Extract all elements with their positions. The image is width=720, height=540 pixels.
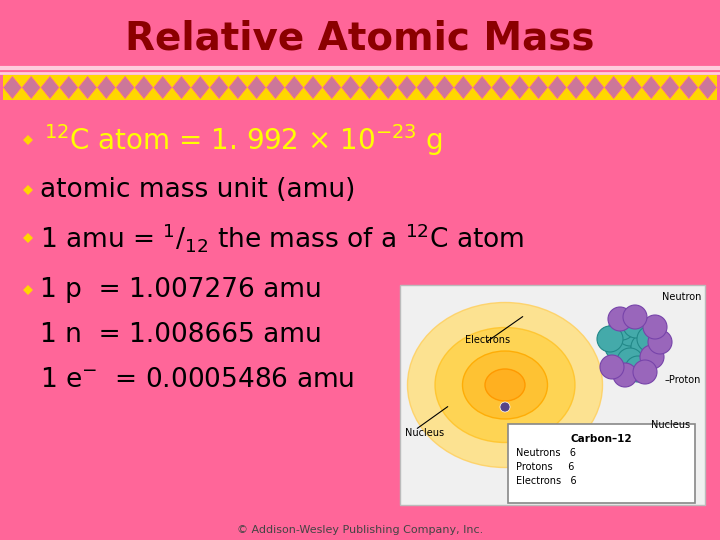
Polygon shape (586, 77, 604, 98)
Ellipse shape (435, 327, 575, 442)
Circle shape (617, 320, 643, 346)
Polygon shape (642, 77, 660, 98)
Polygon shape (135, 77, 153, 98)
Circle shape (500, 402, 510, 412)
Polygon shape (4, 77, 22, 98)
Polygon shape (661, 77, 679, 98)
Ellipse shape (462, 351, 547, 419)
Polygon shape (23, 135, 33, 145)
Text: –Proton: –Proton (665, 375, 701, 385)
Circle shape (613, 363, 637, 387)
Polygon shape (417, 77, 435, 98)
Polygon shape (23, 185, 33, 195)
Polygon shape (323, 77, 341, 98)
Polygon shape (304, 77, 322, 98)
Polygon shape (624, 77, 642, 98)
Circle shape (608, 307, 632, 331)
Ellipse shape (485, 369, 525, 401)
Polygon shape (510, 77, 528, 98)
Polygon shape (60, 77, 78, 98)
Ellipse shape (408, 302, 603, 468)
Text: 1 e$^{-}$  = 0.0005486 amu: 1 e$^{-}$ = 0.0005486 amu (40, 367, 354, 393)
Text: Nucleus: Nucleus (405, 428, 444, 438)
Circle shape (600, 355, 624, 379)
Polygon shape (154, 77, 171, 98)
Polygon shape (473, 77, 491, 98)
Circle shape (637, 326, 663, 352)
Polygon shape (266, 77, 284, 98)
Text: Relative Atomic Mass: Relative Atomic Mass (125, 19, 595, 57)
Circle shape (640, 345, 664, 369)
Polygon shape (192, 77, 210, 98)
Polygon shape (41, 77, 59, 98)
Circle shape (631, 334, 657, 360)
Circle shape (623, 305, 647, 329)
Polygon shape (454, 77, 472, 98)
Text: © Addison-Wesley Publishing Company, Inc.: © Addison-Wesley Publishing Company, Inc… (237, 525, 483, 535)
Polygon shape (23, 233, 33, 243)
Polygon shape (549, 77, 566, 98)
Polygon shape (229, 77, 247, 98)
Polygon shape (23, 285, 33, 295)
Polygon shape (22, 77, 40, 98)
Polygon shape (210, 77, 228, 98)
Circle shape (609, 314, 635, 340)
Polygon shape (78, 77, 96, 98)
Polygon shape (97, 77, 115, 98)
Polygon shape (436, 77, 454, 98)
Polygon shape (605, 77, 623, 98)
Polygon shape (680, 77, 698, 98)
Polygon shape (342, 77, 359, 98)
Polygon shape (398, 77, 416, 98)
Circle shape (625, 356, 651, 382)
Polygon shape (285, 77, 303, 98)
Polygon shape (492, 77, 510, 98)
Text: Neutrons   6
Protons     6
Electrons   6: Neutrons 6 Protons 6 Electrons 6 (516, 448, 577, 486)
Polygon shape (173, 77, 190, 98)
Polygon shape (248, 77, 266, 98)
Circle shape (648, 330, 672, 354)
Text: Neutron: Neutron (662, 292, 701, 302)
Polygon shape (530, 77, 547, 98)
Text: atomic mass unit (amu): atomic mass unit (amu) (40, 177, 356, 203)
Text: 1 amu = $^{1}/_{12}$ the mass of a $^{12}$C atom: 1 amu = $^{1}/_{12}$ the mass of a $^{12… (40, 221, 524, 254)
Circle shape (623, 312, 649, 338)
FancyBboxPatch shape (3, 75, 717, 100)
Circle shape (633, 360, 657, 384)
Polygon shape (361, 77, 378, 98)
Polygon shape (698, 77, 716, 98)
FancyBboxPatch shape (508, 424, 695, 503)
Text: $^{12}$C atom = 1. 992 × 10$^{-23}$ g: $^{12}$C atom = 1. 992 × 10$^{-23}$ g (44, 122, 443, 158)
Text: Electrons: Electrons (465, 335, 510, 345)
Text: 1 p  = 1.007276 amu: 1 p = 1.007276 amu (40, 277, 322, 303)
Text: Nucleus: Nucleus (651, 420, 690, 430)
Polygon shape (567, 77, 585, 98)
Polygon shape (116, 77, 134, 98)
Circle shape (643, 315, 667, 339)
Text: 1 n  = 1.008665 amu: 1 n = 1.008665 amu (40, 322, 322, 348)
FancyBboxPatch shape (400, 285, 705, 505)
Text: Carbon–12: Carbon–12 (570, 434, 632, 444)
Circle shape (605, 334, 631, 360)
Circle shape (617, 348, 643, 374)
Circle shape (597, 326, 623, 352)
Polygon shape (379, 77, 397, 98)
